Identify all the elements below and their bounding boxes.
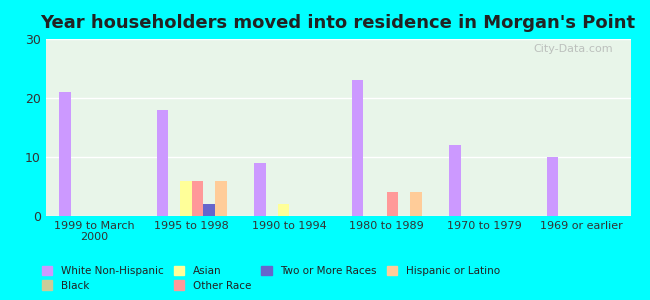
- Bar: [180, 181, 192, 216]
- Legend: White Non-Hispanic, Black, Asian, Other Race, Two or More Races, Hispanic or Lat: White Non-Hispanic, Black, Asian, Other …: [38, 262, 504, 295]
- Bar: [410, 192, 422, 216]
- Bar: [387, 192, 398, 216]
- Bar: [157, 110, 168, 216]
- Bar: [352, 80, 363, 216]
- Title: Year householders moved into residence in Morgan's Point: Year householders moved into residence i…: [40, 14, 636, 32]
- Bar: [59, 92, 71, 216]
- Bar: [278, 204, 289, 216]
- Text: City-Data.com: City-Data.com: [533, 44, 613, 54]
- Bar: [449, 145, 461, 216]
- Bar: [547, 157, 558, 216]
- Bar: [254, 163, 266, 216]
- Bar: [192, 181, 203, 216]
- Bar: [203, 204, 215, 216]
- Bar: [215, 181, 227, 216]
